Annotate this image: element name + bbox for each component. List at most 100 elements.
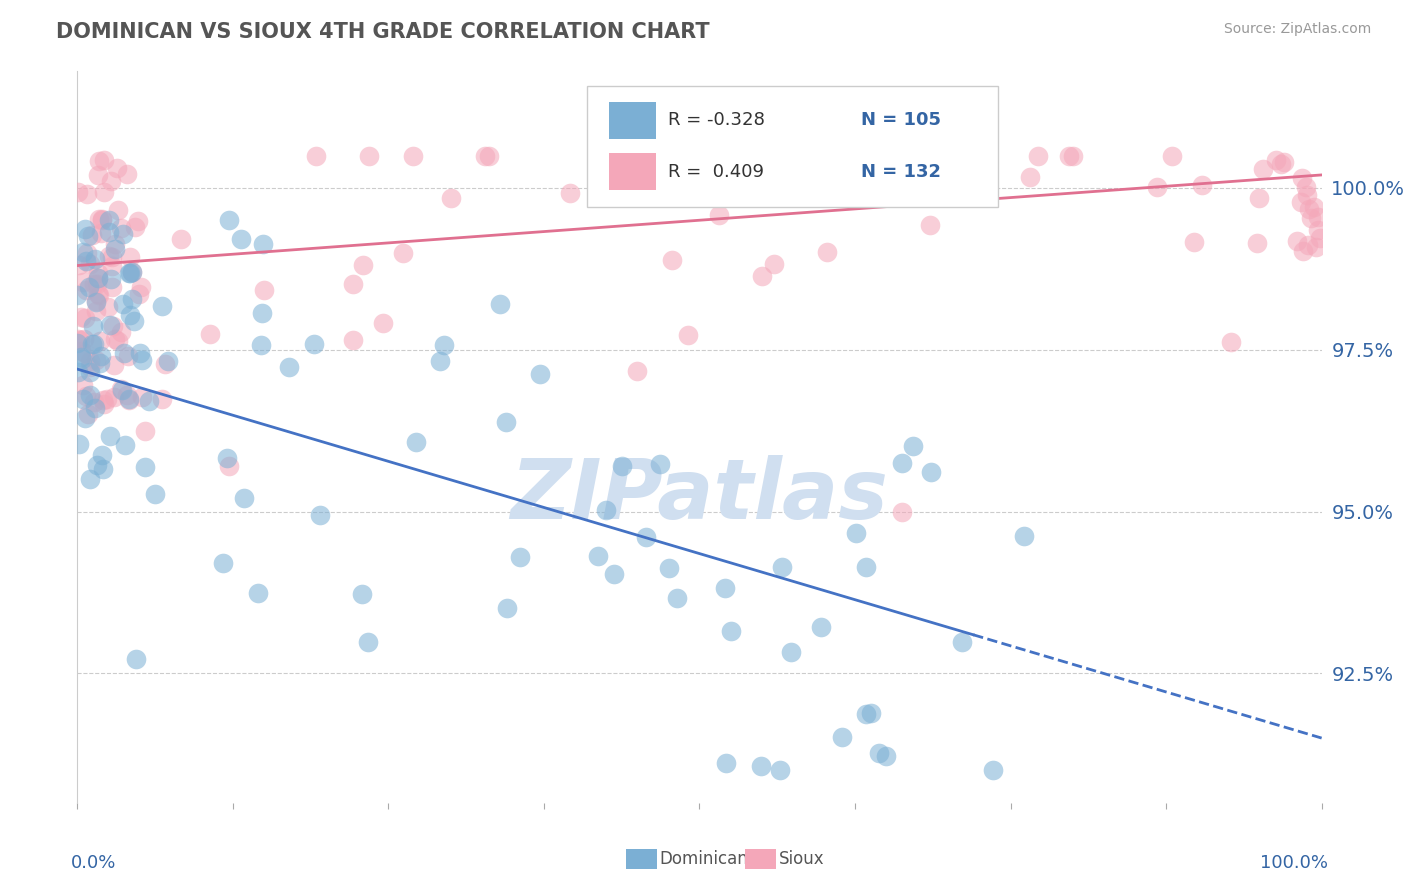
Point [76,245,98,260]
Point [87,287,110,301]
Point [676,327,699,342]
Point [131,352,153,367]
Point [83,337,105,351]
Point [104,332,127,346]
Point [252,236,274,251]
Point [73,346,96,360]
Point [1264,153,1286,168]
Point [98,213,121,227]
Point [100,280,122,294]
Point [91,392,114,407]
Point [75,389,97,403]
Point [342,277,364,291]
Point [67,258,90,272]
Point [250,306,273,320]
Point [371,316,394,330]
Point [67,365,90,379]
Text: 0.0%: 0.0% [72,854,117,872]
Point [96,392,118,406]
Point [111,297,134,311]
Point [488,297,510,311]
Point [1292,244,1315,258]
Point [246,586,269,600]
Point [121,265,143,279]
Point [93,461,115,475]
Point [588,549,610,563]
Point [595,503,617,517]
Point [779,645,801,659]
Point [1057,148,1080,162]
Point [770,559,793,574]
Point [121,265,143,279]
Point [66,288,89,302]
Point [84,401,107,415]
Point [110,221,132,235]
Point [859,706,882,721]
Point [1019,170,1042,185]
Point [603,567,626,582]
Point [610,459,633,474]
Point [350,587,373,601]
Point [73,332,96,346]
Point [714,582,737,596]
Point [83,277,105,292]
Text: N = 132: N = 132 [862,162,941,180]
Point [981,764,1004,778]
Point [79,280,101,294]
Point [1253,161,1275,176]
Point [84,294,107,309]
Point [169,231,191,245]
Point [84,353,107,368]
Point [93,397,115,411]
Point [91,212,114,227]
Point [1296,237,1319,252]
Text: R = -0.328: R = -0.328 [668,112,765,129]
Point [101,259,124,273]
Point [558,186,581,200]
FancyBboxPatch shape [588,86,998,207]
Point [87,169,110,183]
Point [87,270,110,285]
Point [66,185,89,199]
Point [100,271,122,285]
Text: R =  0.409: R = 0.409 [668,162,765,180]
Point [73,222,96,236]
Point [405,434,427,449]
Point [79,472,101,486]
Point [278,359,301,374]
Point [658,561,681,575]
Point [1270,157,1292,171]
Point [70,352,93,367]
Point [107,202,129,217]
Point [884,148,907,162]
Text: Sioux: Sioux [779,850,824,868]
Point [357,635,380,649]
Point [495,601,517,615]
Point [79,365,101,379]
Point [79,257,101,271]
Point [90,227,112,241]
Point [120,251,142,265]
Point [218,213,240,227]
Point [97,300,120,314]
Point [868,746,890,760]
Point [1306,210,1329,224]
Point [79,388,101,402]
Point [474,148,496,162]
Point [855,706,877,721]
Point [440,191,463,205]
Point [70,344,93,359]
Point [117,349,139,363]
Point [950,635,973,649]
Point [855,559,877,574]
Point [495,415,517,429]
Point [918,219,941,233]
Point [392,246,415,260]
Point [69,333,91,347]
Point [302,336,325,351]
Point [84,304,107,318]
Point [134,424,156,438]
Point [83,252,105,267]
Point [1014,529,1036,543]
Point [1308,223,1330,237]
